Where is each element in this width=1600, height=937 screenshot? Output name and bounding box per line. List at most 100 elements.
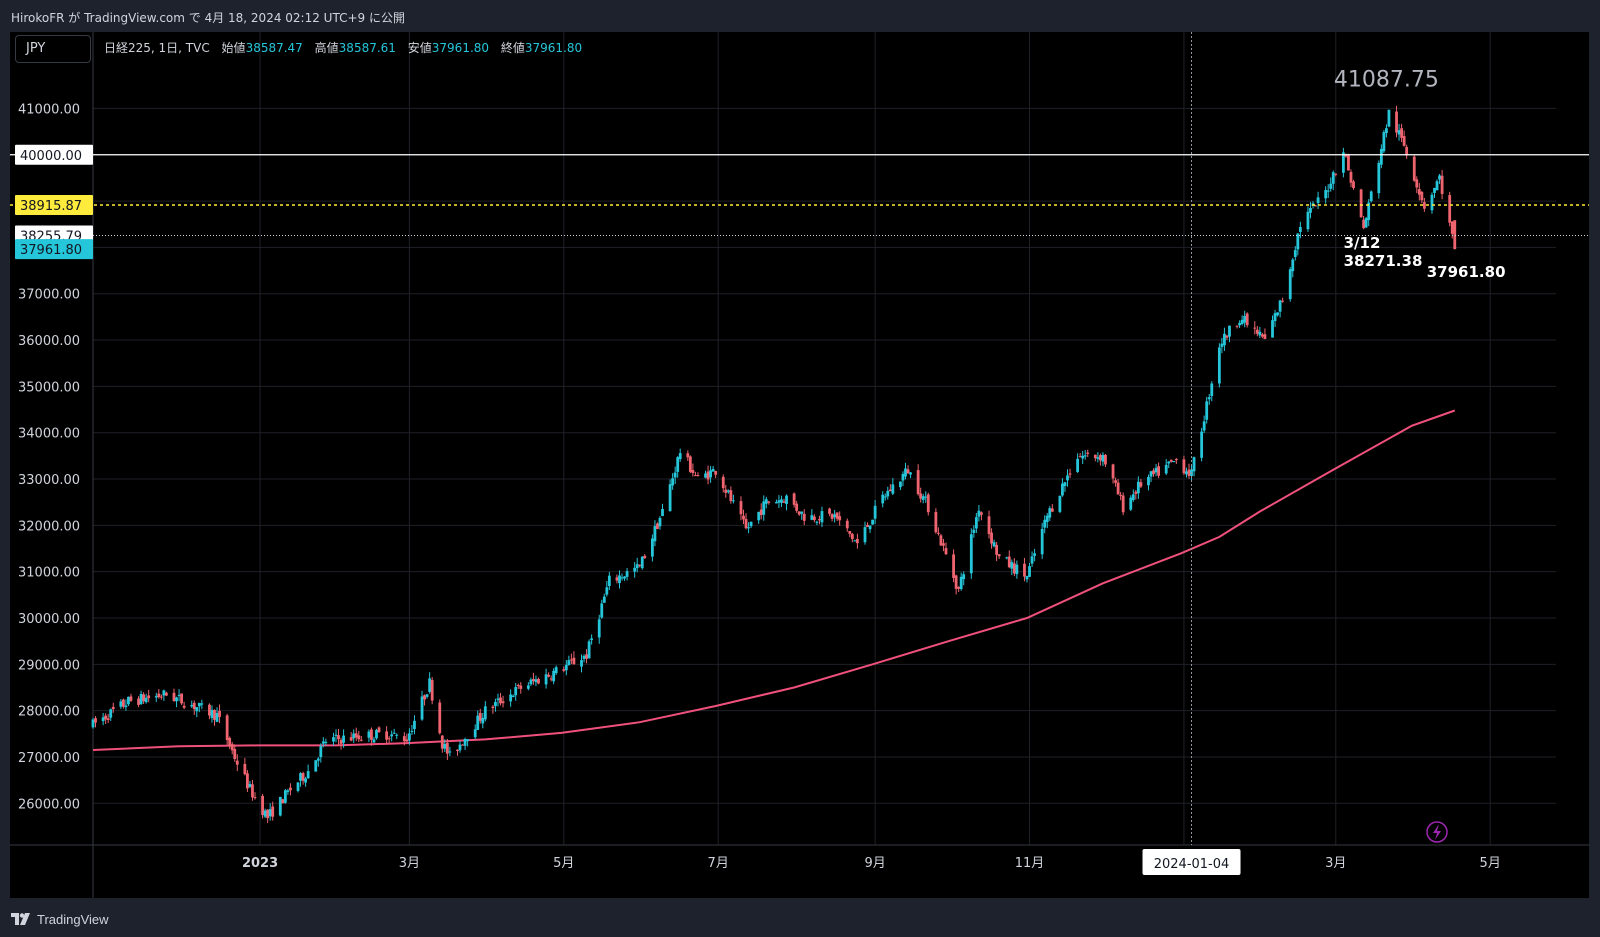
y-tick-label: 35000.00 <box>18 380 80 395</box>
candle-body <box>587 641 591 659</box>
candle-body <box>210 709 214 718</box>
candle-body <box>954 575 958 589</box>
candle-body <box>1129 497 1133 510</box>
candle-body <box>104 715 108 720</box>
candle-body <box>1030 556 1034 564</box>
candle-body <box>162 690 166 696</box>
candle-body <box>602 596 606 603</box>
candle-body <box>316 758 320 761</box>
candle-body <box>1081 455 1085 459</box>
candle-body <box>714 471 718 475</box>
candle-body <box>172 692 176 701</box>
candle-body <box>820 511 824 523</box>
price-chart[interactable]: 41000.00 37000.00 36000.00 35000.00 34000.00… <box>10 32 1589 898</box>
candle-body <box>797 511 801 515</box>
candle-body <box>1448 195 1452 223</box>
candle-body <box>423 695 426 700</box>
candle-body <box>271 806 275 817</box>
candle-body <box>377 727 381 733</box>
candle-body <box>1200 431 1204 458</box>
candle-body <box>519 685 523 689</box>
candle-body <box>1435 181 1439 191</box>
candle-body <box>299 773 302 781</box>
candle-body <box>289 787 292 791</box>
candle-body <box>235 760 239 765</box>
candle-body <box>367 731 371 738</box>
candle-body <box>1154 467 1158 473</box>
candle-body <box>921 496 925 500</box>
legend-open-value: 38587.47 <box>245 41 303 55</box>
candle-body <box>1347 154 1350 171</box>
candle-body <box>1276 312 1279 316</box>
candle-body <box>1111 464 1115 479</box>
candle-body <box>618 575 621 584</box>
candle-body <box>251 784 254 798</box>
candle-body <box>1210 383 1214 397</box>
date-annotation: 3/12 <box>1344 234 1381 252</box>
candle-body <box>810 515 814 520</box>
candle-body <box>1028 566 1031 577</box>
candle-body <box>157 693 161 698</box>
candle-body <box>1316 197 1320 204</box>
candle-body <box>899 481 902 488</box>
candle-body <box>534 679 538 683</box>
candle-body <box>678 453 682 460</box>
candle-body <box>392 732 396 734</box>
candle-body <box>402 736 406 742</box>
x-tick-label: 9月 <box>864 856 885 871</box>
candle-body <box>529 679 533 685</box>
candle-body <box>653 526 657 542</box>
candle-body <box>1385 128 1388 134</box>
candle-body <box>1334 173 1338 175</box>
candle-body <box>420 696 424 720</box>
candle-body <box>1169 459 1173 462</box>
candle-body <box>1306 211 1310 230</box>
candle-body <box>1207 397 1211 400</box>
candle-body <box>724 489 728 493</box>
candle-body <box>1101 454 1105 462</box>
tradingview-logo-icon <box>11 913 30 925</box>
candle-body <box>1167 461 1171 464</box>
candle-body <box>623 576 626 579</box>
candle-body <box>747 527 750 529</box>
candle-body <box>1433 187 1436 193</box>
tradingview-logo[interactable]: TradingView <box>11 911 109 927</box>
y-tick-label: 28000.00 <box>18 705 80 720</box>
candle-body <box>1326 190 1330 192</box>
price-tag-label: 37961.80 <box>20 243 82 258</box>
candle-body <box>638 564 642 566</box>
candle-body <box>554 667 558 674</box>
y-tick-label: 29000.00 <box>18 658 80 673</box>
candle-body <box>1015 564 1019 575</box>
candle-body <box>944 548 948 555</box>
candle-body <box>1298 226 1302 233</box>
candle-body <box>552 670 556 682</box>
candle-body <box>721 476 725 489</box>
candle-body <box>1253 327 1257 329</box>
publish-header-text: HirokoFR が TradingView.com で 4月 18, 2024… <box>11 11 405 25</box>
x-tick-label: 2023 <box>242 856 278 871</box>
candle-body <box>354 733 358 738</box>
candle-body <box>337 735 340 740</box>
candle-body <box>1362 219 1366 229</box>
candle-body <box>425 694 429 697</box>
candle-body <box>871 519 874 525</box>
candle-body <box>1174 458 1178 461</box>
candle-body <box>673 472 677 478</box>
candle-body <box>977 510 981 517</box>
legend-high-value: 38587.61 <box>338 41 396 55</box>
candle-body <box>845 520 849 529</box>
legend-symbol: 日経225, 1日, TVC <box>104 41 210 55</box>
candle-body <box>952 554 955 578</box>
currency-selector-button[interactable]: JPY <box>15 35 91 63</box>
candle-body <box>410 730 414 732</box>
candle-body <box>605 587 609 595</box>
candle-body <box>777 500 781 503</box>
candle-body <box>245 773 249 789</box>
candle-body <box>1278 300 1282 312</box>
chart-panel[interactable]: 41000.00 37000.00 36000.00 35000.00 34000.00… <box>10 32 1589 898</box>
candle-body <box>440 735 444 749</box>
candle-body <box>1271 320 1274 338</box>
candle-body <box>1415 179 1419 188</box>
candle-body <box>1387 109 1391 127</box>
